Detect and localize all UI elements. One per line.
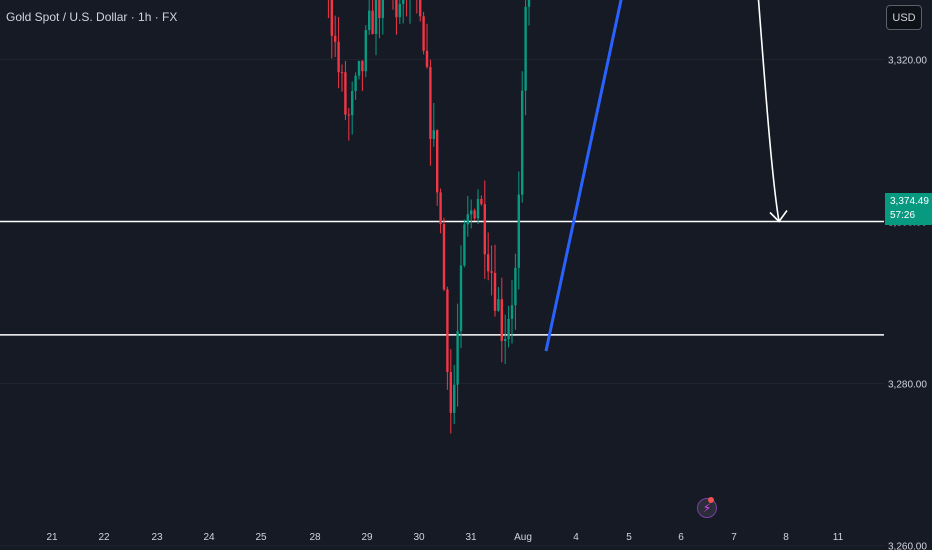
candle-body xyxy=(497,299,500,311)
candle-body xyxy=(364,29,367,72)
horizontal-levels[interactable] xyxy=(0,0,884,336)
candle-body xyxy=(419,0,422,17)
candle-body xyxy=(510,305,514,319)
candle-body xyxy=(459,265,463,332)
candle-body xyxy=(493,272,497,311)
candle-body xyxy=(371,10,374,35)
candle-body xyxy=(436,130,439,193)
price-tick-label: 3,280.00 xyxy=(888,380,927,391)
last-price: 3,374.49 xyxy=(890,196,929,207)
candle-body xyxy=(368,10,371,30)
candle-body xyxy=(524,6,527,91)
candle-body xyxy=(504,339,507,341)
candle-body xyxy=(473,210,476,219)
candle-body xyxy=(500,299,503,341)
chart-title: Gold Spot / U.S. Dollar · 1h · FX xyxy=(6,10,178,24)
candles xyxy=(327,0,531,434)
candle-body xyxy=(347,114,350,116)
candle-body xyxy=(357,60,361,76)
candle-body xyxy=(439,192,442,225)
candle-body xyxy=(402,0,405,4)
candle-body xyxy=(354,75,357,92)
time-tick-label: 24 xyxy=(203,532,215,543)
candle-body xyxy=(429,66,432,140)
candle-body xyxy=(422,16,425,51)
bar-countdown: 57:26 xyxy=(890,210,916,221)
candle-body xyxy=(395,0,398,18)
time-tick-label: 5 xyxy=(626,532,632,543)
candle-body xyxy=(514,267,517,306)
time-tick-label: 11 xyxy=(833,532,844,543)
candle-body xyxy=(351,91,354,116)
time-axis[interactable]: 21 22 23 24 25 28 29 30 31 Aug 4 5 6 7 8 11 xyxy=(46,532,843,543)
time-tick-label: 29 xyxy=(361,532,373,543)
candle-body xyxy=(449,372,452,413)
time-tick-label: 4 xyxy=(573,532,579,543)
time-tick-label: 6 xyxy=(678,532,684,543)
candle-body xyxy=(378,0,381,18)
trendline xyxy=(544,0,623,352)
time-tick-label: 7 xyxy=(731,532,737,543)
time-tick-label: 28 xyxy=(309,532,321,543)
candle-body xyxy=(446,289,449,373)
candle-body xyxy=(466,214,469,225)
candle-body xyxy=(442,224,446,290)
candle-body xyxy=(463,224,466,266)
candle-body xyxy=(425,50,429,67)
candle-body xyxy=(381,0,384,18)
candle-body xyxy=(476,198,480,219)
price-tick-label: 3,260.00 xyxy=(888,542,927,550)
trendline-group[interactable] xyxy=(544,0,752,352)
candle-body xyxy=(361,60,364,72)
time-tick-label: 22 xyxy=(98,532,110,543)
time-tick-label: 25 xyxy=(255,532,267,543)
projection-group[interactable] xyxy=(703,0,788,223)
lightning-icon[interactable]: ⚡ xyxy=(697,498,717,518)
candle-body xyxy=(334,35,337,42)
candle-body xyxy=(453,384,456,413)
candle-body xyxy=(480,198,483,205)
currency-button[interactable]: USD xyxy=(886,5,922,30)
time-tick-label: 8 xyxy=(783,532,789,543)
candle-body xyxy=(344,72,347,115)
candle-body xyxy=(432,130,435,140)
time-tick-label: 23 xyxy=(151,532,163,543)
candle-body xyxy=(456,331,459,385)
time-tick-label: 30 xyxy=(413,532,425,543)
time-tick-label: 31 xyxy=(465,532,477,543)
last-price-badge: 3,374.49 57:26 xyxy=(885,193,932,225)
candle-body xyxy=(517,194,520,268)
candle-body xyxy=(340,72,344,74)
candle-body xyxy=(337,41,340,73)
candle-body xyxy=(470,210,473,215)
notification-dot xyxy=(708,497,714,503)
candle-body xyxy=(330,0,333,36)
time-tick-label: Aug xyxy=(514,532,532,543)
candle-body xyxy=(374,0,378,35)
candle-body xyxy=(483,204,486,255)
candle-body xyxy=(507,318,510,340)
candle-body xyxy=(487,254,490,272)
projection-arrowhead xyxy=(769,210,788,223)
candle-body xyxy=(490,271,493,273)
time-tick-label: 21 xyxy=(46,532,58,543)
candle-body xyxy=(527,0,531,7)
projection-arrow xyxy=(757,0,780,222)
price-tick-label: 3,320.00 xyxy=(888,56,927,67)
candle-body xyxy=(398,3,401,18)
candle-body xyxy=(521,90,524,195)
